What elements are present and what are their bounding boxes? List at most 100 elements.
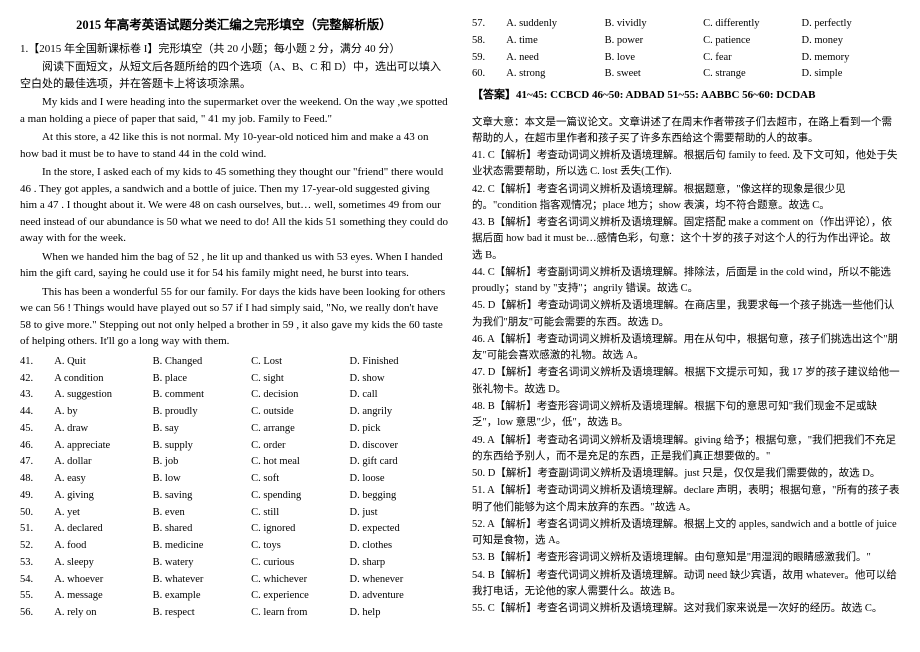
option-row: 43.A. suggestionB. commentC. decisionD. … (20, 387, 448, 404)
option-row: 51.A. declaredB. sharedC. ignoredD. expe… (20, 521, 448, 538)
option-b: B. supply (153, 438, 251, 455)
page-title: 2015 年高考英语试题分类汇编之完形填空（完整解析版） (20, 16, 448, 35)
option-c: C. experience (251, 588, 349, 605)
option-a: A. dollar (54, 454, 152, 471)
option-b: B. whatever (153, 572, 251, 589)
option-row: 56.A. rely onB. respectC. learn fromD. h… (20, 605, 448, 622)
option-num: 45. (20, 421, 54, 438)
passage-p3: In the store, I asked each of my kids to… (20, 164, 448, 247)
analysis-item: 46. A【解析】考查动词词义辨析及语境理解。用在从句中，根据句意，孩子们挑选出… (472, 332, 900, 365)
option-b: B. power (605, 33, 703, 50)
passage-p4: When we handed him the bag of 52 , he li… (20, 249, 448, 282)
option-d: D. call (350, 387, 448, 404)
option-b: B. sweet (605, 66, 703, 83)
option-b: B. watery (153, 555, 251, 572)
option-d: D. sharp (350, 555, 448, 572)
option-a: A. rely on (54, 605, 152, 622)
option-row: 50.A. yetB. evenC. stillD. just (20, 505, 448, 522)
option-a: A. need (506, 50, 604, 67)
option-c: C. curious (251, 555, 349, 572)
analysis-item: 45. D【解析】考查动词词义辨析及语境理解。在商店里，我要求每一个孩子挑选一些… (472, 298, 900, 331)
option-d: D. whenever (350, 572, 448, 589)
analysis-item: 41. C【解析】考查动词词义辨析及语境理解。根据后句 family to fe… (472, 148, 900, 181)
passage-p2: At this store, a 42 like this is not nor… (20, 129, 448, 162)
option-row: 53.A. sleepyB. wateryC. curiousD. sharp (20, 555, 448, 572)
option-num: 57. (472, 16, 506, 33)
analysis-item: 50. D【解析】考查副词词义辨析及语境理解。just 只是，仅仅是我们需要做的… (472, 466, 900, 482)
option-a: A. easy (54, 471, 152, 488)
option-a: A. appreciate (54, 438, 152, 455)
option-c: C. sight (251, 371, 349, 388)
option-b: B. job (153, 454, 251, 471)
option-row: 54.A. whoeverB. whateverC. whicheverD. w… (20, 572, 448, 589)
analysis-item: 44. C【解析】考查副词词义辨析及语境理解。排除法，后面是 in the co… (472, 265, 900, 298)
option-a: A. sleepy (54, 555, 152, 572)
option-c: C. Lost (251, 354, 349, 371)
option-c: C. differently (703, 16, 801, 33)
option-num: 48. (20, 471, 54, 488)
option-d: D. pick (350, 421, 448, 438)
option-num: 55. (20, 588, 54, 605)
option-c: C. spending (251, 488, 349, 505)
option-d: D. begging (350, 488, 448, 505)
option-b: B. saving (153, 488, 251, 505)
option-row: 59.A. needB. loveC. fearD. memory (472, 50, 900, 67)
option-c: C. whichever (251, 572, 349, 589)
option-a: A. declared (54, 521, 152, 538)
option-num: 51. (20, 521, 54, 538)
option-c: C. fear (703, 50, 801, 67)
option-num: 54. (20, 572, 54, 589)
option-b: B. love (605, 50, 703, 67)
option-c: C. patience (703, 33, 801, 50)
option-d: D. just (350, 505, 448, 522)
answer-key: 【答案】41~45: CCBCD 46~50: ADBAD 51~55: AAB… (472, 87, 900, 104)
option-b: B. medicine (153, 538, 251, 555)
option-a: A. whoever (54, 572, 152, 589)
option-c: C. strange (703, 66, 801, 83)
option-c: C. ignored (251, 521, 349, 538)
analysis-item: 53. B【解析】考查形容词词义辨析及语境理解。由句意知是"用湿润的眼睛感激我们… (472, 550, 900, 566)
option-b: B. place (153, 371, 251, 388)
option-c: C. order (251, 438, 349, 455)
option-b: B. proudly (153, 404, 251, 421)
option-num: 56. (20, 605, 54, 622)
option-row: 52.A. foodB. medicineC. toysD. clothes (20, 538, 448, 555)
option-c: C. still (251, 505, 349, 522)
option-row: 45.A. drawB. sayC. arrangeD. pick (20, 421, 448, 438)
analysis-item: 55. C【解析】考查名词词义辨析及语境理解。这对我们家来说是一次好的经历。故选… (472, 601, 900, 617)
passage-p1: My kids and I were heading into the supe… (20, 94, 448, 127)
option-a: A. by (54, 404, 152, 421)
option-d: D. loose (350, 471, 448, 488)
option-b: B. Changed (153, 354, 251, 371)
option-d: D. simple (802, 66, 900, 83)
option-row: 55.A. messageB. exampleC. experienceD. a… (20, 588, 448, 605)
option-a: A. suddenly (506, 16, 604, 33)
option-c: C. decision (251, 387, 349, 404)
option-b: B. comment (153, 387, 251, 404)
option-row: 46.A. appreciateB. supplyC. orderD. disc… (20, 438, 448, 455)
option-num: 49. (20, 488, 54, 505)
option-d: D. adventure (350, 588, 448, 605)
option-a: A. food (54, 538, 152, 555)
option-c: C. soft (251, 471, 349, 488)
option-d: D. perfectly (802, 16, 900, 33)
option-b: B. low (153, 471, 251, 488)
option-num: 58. (472, 33, 506, 50)
option-num: 43. (20, 387, 54, 404)
option-a: A. time (506, 33, 604, 50)
option-num: 46. (20, 438, 54, 455)
option-b: B. say (153, 421, 251, 438)
option-a: A condition (54, 371, 152, 388)
analysis-item: 52. A【解析】考查名词词义辨析及语境理解。根据上文的 apples, san… (472, 517, 900, 550)
option-d: D. expected (350, 521, 448, 538)
option-c: C. toys (251, 538, 349, 555)
analysis-item: 42. C【解析】考查名词词义辨析及语境理解。根据题意，"像这样的现象是很少见的… (472, 182, 900, 215)
option-c: C. learn from (251, 605, 349, 622)
option-c: C. arrange (251, 421, 349, 438)
instruction: 阅读下面短文，从短文后各题所给的四个选项（A、B、C 和 D）中，选出可以填入空… (20, 59, 448, 92)
option-row: 48.A. easyB. lowC. softD. loose (20, 471, 448, 488)
option-num: 41. (20, 354, 54, 371)
option-row: 47.A. dollarB. jobC. hot mealD. gift car… (20, 454, 448, 471)
option-d: D. money (802, 33, 900, 50)
option-b: B. even (153, 505, 251, 522)
